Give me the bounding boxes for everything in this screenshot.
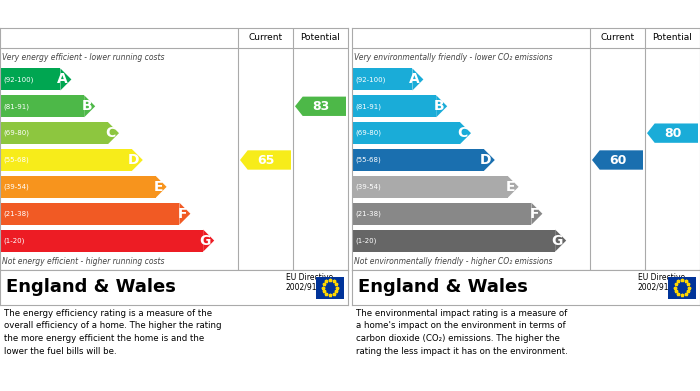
Text: 80: 80 [664,127,681,140]
Polygon shape [84,95,95,117]
Text: E: E [506,180,515,194]
Polygon shape [108,122,119,144]
Bar [352,149,484,171]
Text: 65: 65 [257,154,274,167]
Bar [0,149,132,171]
Polygon shape [240,150,291,170]
Polygon shape [460,122,471,144]
Text: EU Directive
2002/91/EC: EU Directive 2002/91/EC [286,273,333,292]
Bar [316,276,344,298]
Text: (81-91): (81-91) [3,103,29,109]
Text: (69-80): (69-80) [3,130,29,136]
Text: D: D [480,153,491,167]
Text: (39-54): (39-54) [3,184,29,190]
Bar [352,95,436,117]
Text: The energy efficiency rating is a measure of the
overall efficiency of a home. T: The energy efficiency rating is a measur… [4,309,221,355]
Text: The environmental impact rating is a measure of
a home's impact on the environme: The environmental impact rating is a mea… [356,309,568,355]
Text: EU Directive
2002/91/EC: EU Directive 2002/91/EC [638,273,685,292]
Polygon shape [647,124,698,143]
Bar [352,122,460,144]
Text: (92-100): (92-100) [3,76,34,83]
Text: Environmental Impact (CO₂) Rating: Environmental Impact (CO₂) Rating [357,7,589,20]
Text: Very energy efficient - lower running costs: Very energy efficient - lower running co… [2,52,164,61]
Bar [668,276,696,298]
Text: (1-20): (1-20) [355,237,377,244]
Text: D: D [128,153,139,167]
Text: 60: 60 [609,154,626,167]
Polygon shape [295,97,346,116]
Polygon shape [531,203,542,225]
Polygon shape [203,230,214,251]
Text: G: G [552,233,563,248]
Text: C: C [106,126,116,140]
Text: B: B [81,99,92,113]
Text: (1-20): (1-20) [3,237,25,244]
Text: F: F [178,207,187,221]
Polygon shape [179,203,190,225]
Polygon shape [412,68,423,90]
Bar [0,95,84,117]
Text: C: C [457,126,468,140]
Text: (55-68): (55-68) [3,157,29,163]
Text: (92-100): (92-100) [355,76,386,83]
Text: (69-80): (69-80) [355,130,381,136]
Text: Very environmentally friendly - lower CO₂ emissions: Very environmentally friendly - lower CO… [354,52,552,61]
Text: England & Wales: England & Wales [6,278,176,296]
Text: (81-91): (81-91) [355,103,381,109]
Text: Potential: Potential [300,34,340,43]
Text: A: A [410,72,420,86]
Bar [0,203,179,225]
Text: (55-68): (55-68) [355,157,381,163]
Polygon shape [508,176,519,198]
Text: (21-38): (21-38) [3,210,29,217]
Polygon shape [132,149,143,171]
Text: (21-38): (21-38) [355,210,381,217]
Text: England & Wales: England & Wales [358,278,528,296]
Polygon shape [436,95,447,117]
Text: G: G [199,233,211,248]
Text: B: B [433,99,444,113]
Bar [0,176,155,198]
Bar [0,230,203,251]
Text: Potential: Potential [652,34,692,43]
Polygon shape [484,149,495,171]
Polygon shape [60,68,71,90]
Text: Current: Current [248,34,283,43]
Polygon shape [555,230,566,251]
Text: A: A [57,72,68,86]
Bar [352,68,412,90]
Text: Not environmentally friendly - higher CO₂ emissions: Not environmentally friendly - higher CO… [354,258,552,267]
Text: E: E [154,180,163,194]
Text: (39-54): (39-54) [355,184,381,190]
Text: Energy Efficiency Rating: Energy Efficiency Rating [5,7,168,20]
Text: F: F [530,207,539,221]
Polygon shape [592,150,643,170]
Bar [0,68,60,90]
Bar [352,230,555,251]
Text: 83: 83 [312,100,329,113]
Bar [352,176,508,198]
Bar [352,203,531,225]
Polygon shape [155,176,167,198]
Bar [0,122,108,144]
Text: Not energy efficient - higher running costs: Not energy efficient - higher running co… [2,258,164,267]
Text: Current: Current [601,34,635,43]
